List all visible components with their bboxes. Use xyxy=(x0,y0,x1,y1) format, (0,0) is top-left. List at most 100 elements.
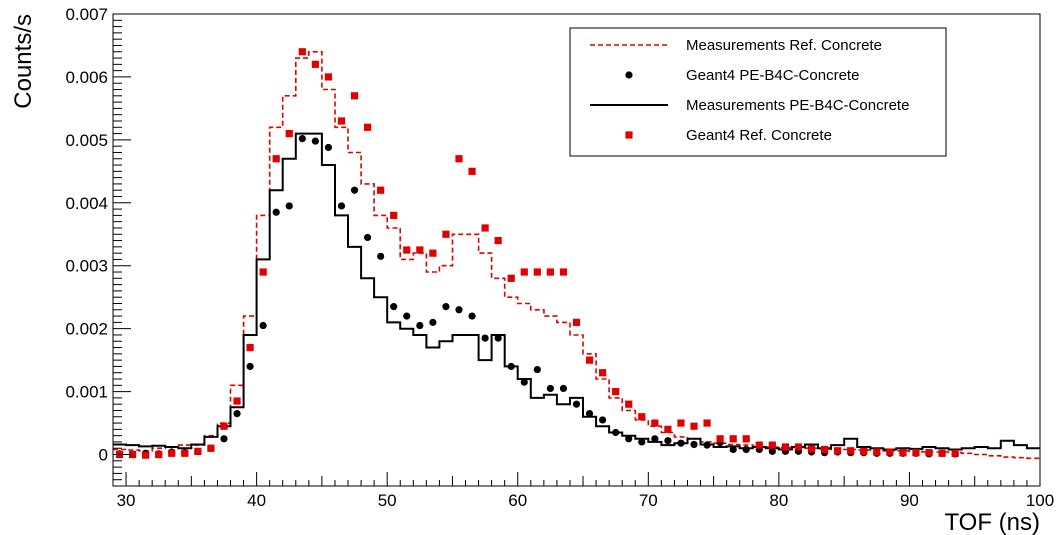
data-point xyxy=(860,447,868,455)
data-point xyxy=(520,268,528,276)
data-point xyxy=(442,230,450,238)
data-point xyxy=(155,450,163,459)
y-tick-label: 0.004 xyxy=(65,194,108,213)
data-point xyxy=(625,400,633,408)
legend-label: Geant4 PE-B4C-Concrete xyxy=(686,67,859,84)
x-tick-label: 50 xyxy=(378,491,397,510)
x-tick-label: 70 xyxy=(639,491,658,510)
data-point xyxy=(429,318,437,326)
plot-frame xyxy=(112,13,1041,487)
data-point xyxy=(194,447,202,455)
data-point xyxy=(807,445,816,453)
data-point xyxy=(311,137,319,145)
data-point xyxy=(925,449,933,457)
data-point xyxy=(651,435,659,443)
data-point xyxy=(638,438,646,446)
data-point xyxy=(207,444,215,452)
data-point xyxy=(585,356,594,364)
data-point xyxy=(820,445,829,454)
data-point xyxy=(390,303,398,311)
data-point xyxy=(703,419,711,427)
data-point xyxy=(755,441,763,449)
data-point xyxy=(951,449,959,457)
data-point xyxy=(690,440,698,449)
y-tick-label: 0 xyxy=(99,446,108,465)
data-point xyxy=(324,143,333,152)
data-point xyxy=(742,445,750,454)
data-point xyxy=(677,419,685,427)
data-point xyxy=(442,303,450,311)
legend: Measurements Ref. Concrete Geant4 PE-B4C-… xyxy=(569,27,947,157)
data-point xyxy=(729,435,737,443)
data-point xyxy=(572,318,581,326)
data-point xyxy=(285,202,293,210)
data-point xyxy=(938,449,946,457)
data-point xyxy=(298,48,306,56)
data-point xyxy=(416,321,424,330)
x-axis-label: TOF (ns) xyxy=(944,509,1040,535)
data-point xyxy=(416,246,424,254)
data-point xyxy=(168,449,176,457)
data-point xyxy=(834,447,842,455)
data-point xyxy=(481,334,489,342)
data-point xyxy=(533,268,541,276)
data-point xyxy=(572,400,581,408)
data-point xyxy=(494,334,502,342)
data-point xyxy=(664,437,672,445)
data-point xyxy=(781,443,790,451)
data-point xyxy=(638,413,646,421)
y-tick-label: 0.006 xyxy=(65,68,108,87)
data-point xyxy=(847,447,855,455)
x-tick-label: 40 xyxy=(247,491,266,510)
data-point xyxy=(546,384,554,393)
data-point xyxy=(272,208,280,216)
data-point xyxy=(350,92,359,100)
data-point xyxy=(559,268,568,276)
data-point xyxy=(468,167,476,175)
data-point xyxy=(716,435,724,443)
data-point xyxy=(468,312,476,320)
data-point xyxy=(259,268,267,276)
data-point xyxy=(585,410,594,418)
legend-label: Measurements PE-B4C-Concrete xyxy=(686,97,909,114)
plot-area xyxy=(113,48,1040,460)
data-point xyxy=(298,135,306,143)
data-point xyxy=(546,268,554,276)
data-point xyxy=(377,186,385,194)
data-point xyxy=(599,416,607,424)
data-point xyxy=(455,155,463,163)
data-point xyxy=(377,252,385,260)
data-point xyxy=(794,443,803,451)
data-point xyxy=(899,449,907,457)
data-point xyxy=(690,422,698,430)
data-point xyxy=(429,249,437,257)
data-point xyxy=(481,224,489,232)
legend-label: Measurements Ref. Concrete xyxy=(686,37,882,54)
legend-label: Geant4 Ref. Concrete xyxy=(686,127,832,144)
data-point xyxy=(873,448,881,456)
data-point xyxy=(363,123,372,131)
data-point xyxy=(494,236,502,245)
data-point xyxy=(886,448,894,456)
data-point xyxy=(337,202,346,210)
series-line xyxy=(113,132,1040,451)
data-point xyxy=(220,422,228,430)
data-point xyxy=(729,445,737,454)
data-point xyxy=(246,343,254,352)
data-point xyxy=(768,447,776,455)
y-tick-label: 0.002 xyxy=(65,320,108,339)
x-tick-label: 30 xyxy=(117,491,136,510)
data-point xyxy=(912,449,920,457)
x-tick-label: 90 xyxy=(900,491,919,510)
x-tick-label: 60 xyxy=(508,491,527,510)
data-point xyxy=(520,378,528,386)
data-point xyxy=(403,312,411,320)
data-point xyxy=(324,73,333,81)
data-point xyxy=(533,365,541,374)
data-point xyxy=(768,441,776,449)
legend-box xyxy=(569,27,947,157)
legend-swatch xyxy=(625,71,633,79)
x-tick-label: 80 xyxy=(769,491,788,510)
data-point xyxy=(128,450,137,459)
